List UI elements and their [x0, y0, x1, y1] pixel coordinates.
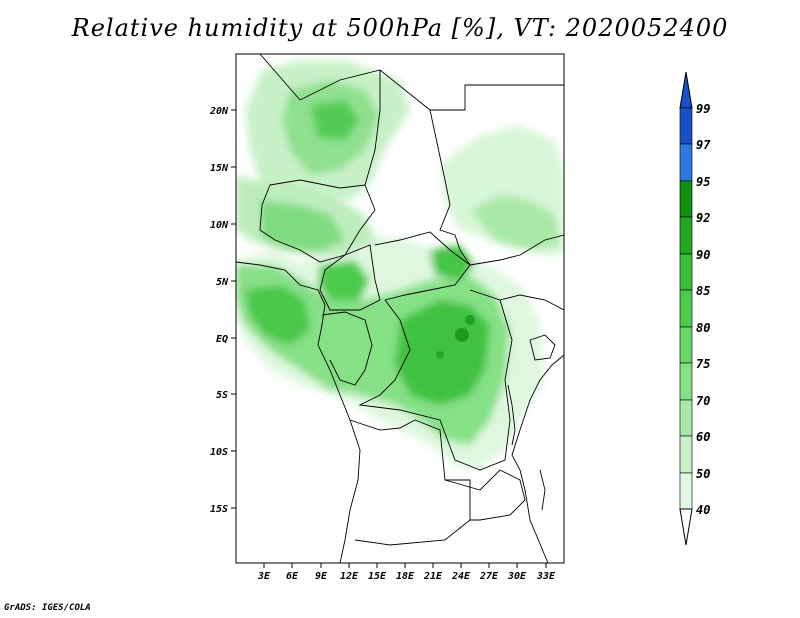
colorbar-top-arrow	[679, 71, 693, 109]
country-borders	[236, 54, 564, 563]
coastline-east	[511, 354, 564, 563]
colorbar-label-85: 85	[696, 284, 710, 298]
colorbar-label-60: 60	[696, 430, 710, 444]
colorbar-segment-92	[679, 216, 693, 255]
lat-label-15s: 15S	[210, 504, 228, 515]
lake-tanganyika	[507, 384, 516, 446]
latitude-axis: 20N 15N 10N 5N EQ 5S 10S 15S	[209, 106, 236, 515]
colorbar-segment-95	[679, 180, 693, 218]
lat-label-10s: 10S	[210, 447, 228, 458]
border-niger-chad	[364, 70, 381, 186]
colorbar-segment-75	[679, 362, 693, 401]
colorbar-segment-70	[679, 399, 693, 437]
border-ethiopia	[469, 234, 564, 266]
lon-label-27e: 27E	[479, 571, 499, 582]
lon-label-30e: 30E	[507, 571, 527, 582]
lon-label-9e: 9E	[315, 571, 328, 582]
colorbar-segment-85	[679, 289, 693, 328]
colorbar-label-90: 90	[696, 248, 710, 262]
colorbar-label-70: 70	[696, 394, 710, 408]
colorbar-segment-80	[679, 326, 693, 364]
colorbar-segment-97	[679, 143, 693, 182]
humidity-peak-3	[436, 351, 444, 359]
colorbar-segment-50	[679, 472, 693, 510]
colorbar: 99 97 95 92 90 85 80 75 70 60 50 40	[679, 71, 711, 546]
coastline-west	[236, 261, 361, 563]
lake-victoria	[529, 334, 556, 361]
lat-label-20n: 20N	[209, 106, 229, 117]
colorbar-label-92: 92	[696, 211, 710, 225]
lat-label-10n: 10N	[210, 220, 229, 231]
humidity-core-north	[310, 100, 360, 140]
border-cameroon	[319, 244, 381, 311]
colorbar-label-95: 95	[696, 175, 710, 189]
humidity-core-gabon	[245, 285, 310, 345]
lat-label-eq: EQ	[216, 334, 228, 345]
colorbar-label-80: 80	[696, 321, 710, 335]
colorbar-segment-90	[679, 253, 693, 291]
lon-label-33e: 33E	[536, 571, 556, 582]
colorbar-segment-60	[679, 435, 693, 474]
humidity-peak-1	[455, 328, 469, 342]
border-drc	[358, 289, 513, 471]
colorbar-segment-99	[679, 107, 693, 145]
longitude-axis: 3E 6E 9E 12E 15E 18E 21E 24E 27E 30E 33E	[257, 563, 556, 582]
humidity-core-cameroon	[318, 260, 370, 300]
lon-label-18e: 18E	[396, 571, 415, 582]
border-zambia	[444, 469, 526, 521]
colorbar-label-99: 99	[696, 102, 710, 116]
chart-title: Relative humidity at 500hPa [%], VT: 202…	[71, 14, 729, 42]
credit-label: GrADS: IGES/COLA	[4, 603, 91, 613]
lon-label-6e: 6E	[286, 571, 299, 582]
lon-label-15e: 15E	[368, 571, 387, 582]
lon-label-24e: 24E	[451, 571, 471, 582]
border-chad-sudan	[429, 109, 471, 266]
colorbar-label-50: 50	[696, 467, 710, 481]
border-congo-gabon	[321, 311, 373, 386]
border-niger-algeria	[259, 54, 564, 111]
humidity-region-northeast-medium	[470, 195, 560, 250]
lat-label-5n: 5N	[216, 277, 229, 288]
lake-malawi	[539, 469, 546, 511]
lon-label-12e: 12E	[340, 571, 359, 582]
humidity-region-west-medium	[260, 200, 345, 252]
colorbar-bottom-arrow	[679, 508, 693, 546]
humidity-peak-2	[465, 315, 475, 325]
border-east-africa	[499, 294, 564, 311]
lat-label-5s: 5S	[216, 390, 228, 401]
colorbar-label-40: 40	[696, 503, 710, 517]
lon-label-21e: 21E	[423, 571, 443, 582]
humidity-field	[236, 60, 564, 470]
humidity-core-sudan	[430, 245, 475, 280]
lat-label-15n: 15N	[210, 163, 229, 174]
colorbar-label-75: 75	[696, 357, 710, 371]
lon-label-3e: 3E	[257, 571, 271, 582]
map-frame	[235, 53, 565, 564]
colorbar-label-97: 97	[696, 138, 711, 152]
